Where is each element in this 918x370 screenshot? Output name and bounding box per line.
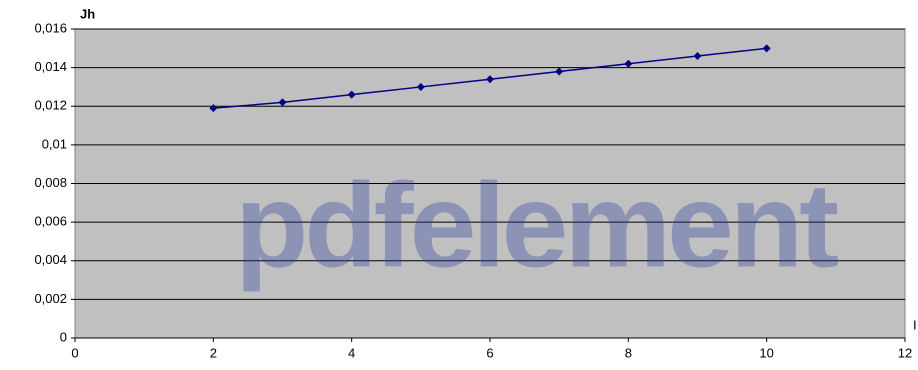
data-point — [416, 82, 425, 91]
data-point — [762, 44, 771, 53]
y-axis-label: Jh — [80, 6, 95, 21]
data-point — [209, 104, 218, 113]
x-tick-label: 10 — [759, 345, 773, 360]
x-tick-label: 2 — [210, 345, 217, 360]
y-tick-label: 0,016 — [34, 20, 67, 35]
x-tick-label: 0 — [71, 345, 78, 360]
x-tick-label: 8 — [625, 345, 632, 360]
data-point — [486, 75, 494, 84]
y-tick-label: 0,008 — [34, 175, 67, 190]
data-point — [278, 98, 287, 107]
y-tick-label: 0,014 — [34, 59, 67, 74]
data-point — [624, 59, 633, 68]
data-point — [555, 67, 564, 76]
y-tick-label: 0,012 — [34, 98, 67, 113]
watermark: pdfelement — [235, 159, 838, 293]
x-tick-label: 4 — [348, 345, 355, 360]
y-tick-label: 0,002 — [34, 291, 67, 306]
y-tick-label: 0,01 — [42, 136, 67, 151]
data-point — [693, 52, 702, 61]
x-axis-label: I — [913, 317, 917, 332]
x-tick-label: 12 — [898, 345, 912, 360]
data-point — [347, 90, 356, 99]
y-tick-label: 0,004 — [34, 252, 67, 267]
x-tick-label: 6 — [486, 345, 493, 360]
y-tick-label: 0,006 — [34, 214, 67, 229]
y-tick-label: 0 — [60, 329, 67, 344]
